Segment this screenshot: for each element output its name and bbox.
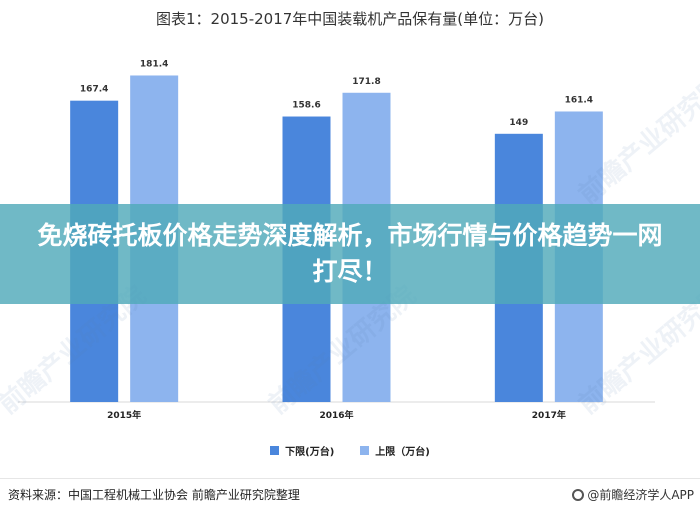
legend-item-lower: 下限(万台) [270, 443, 334, 458]
data-label: 158.6 [292, 101, 320, 111]
headline-text: 免烧砖托板价格走势深度解析，市场行情与价格趋势一网打尽！ [37, 221, 663, 286]
brand-text: @前瞻经济学人APP [587, 488, 694, 502]
x-tick-label: 2017年 [532, 409, 566, 421]
x-tick-label: 2015年 [107, 409, 141, 421]
brand-credit: @前瞻经济学人APP [572, 486, 694, 503]
legend-label-lower: 下限(万台) [285, 447, 335, 458]
data-label: 181.4 [140, 59, 168, 69]
footer: 资料来源：中国工程机械工业协会 前瞻产业研究院整理 @前瞻经济学人APP [0, 478, 700, 513]
data-label: 161.4 [565, 95, 593, 105]
legend-swatch-lower [270, 446, 280, 455]
source-note: 资料来源：中国工程机械工业协会 前瞻产业研究院整理 [8, 488, 300, 502]
legend-item-upper: 上限（万台) [360, 443, 430, 458]
chart-legend: 下限(万台) 上限（万台) [0, 443, 700, 458]
x-tick-label: 2016年 [319, 409, 353, 421]
legend-swatch-upper [360, 446, 370, 455]
brand-logo-icon [572, 488, 585, 501]
data-label: 167.4 [80, 85, 108, 95]
data-label: 149 [509, 118, 528, 128]
chart-title: 图表1：2015-2017年中国装载机产品保有量(单位：万台) [155, 10, 544, 28]
legend-label-upper: 上限（万台) [375, 447, 430, 458]
headline-banner: 免烧砖托板价格走势深度解析，市场行情与价格趋势一网打尽！ [0, 204, 700, 304]
data-label: 171.8 [352, 77, 380, 87]
